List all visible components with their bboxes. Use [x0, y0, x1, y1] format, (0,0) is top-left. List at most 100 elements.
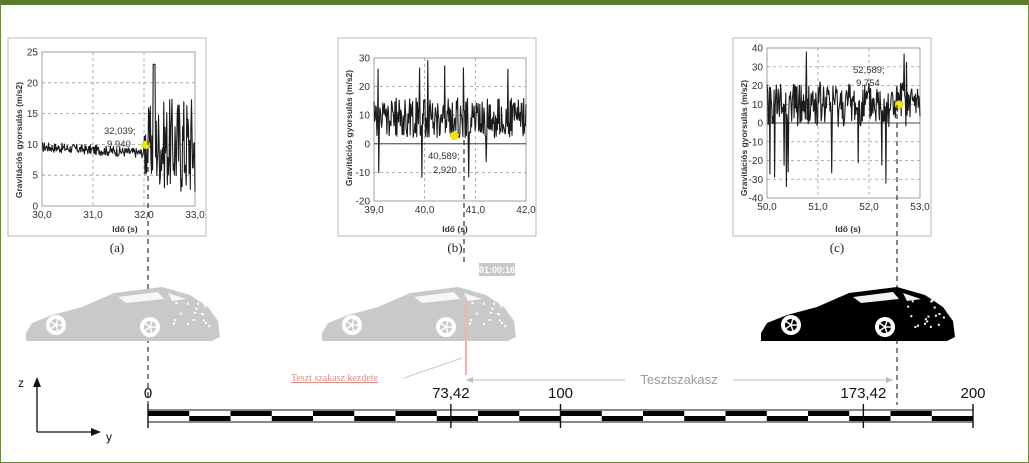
ruler-segment: [849, 416, 891, 421]
x-tick-label: 53,0: [910, 202, 930, 213]
car-noise: [497, 313, 500, 316]
y-tick-label: 0: [32, 202, 38, 213]
ruler-segment: [725, 411, 767, 416]
ruler-segment: [354, 416, 396, 421]
car-wheel-spoke: [790, 324, 795, 334]
x-tick-label: 33,0: [185, 210, 205, 221]
chart-panel-a: 0 5 10 15 20 25 30,0 31,0 32,0 33,0 Gravitációs g…: [7, 37, 207, 255]
panel-c-xlabel: Idő (s): [835, 224, 861, 234]
x-tick-label: 41,0: [466, 205, 486, 216]
car-wheel-spoke: [884, 326, 889, 336]
x-tick-label: 51,0: [808, 202, 828, 213]
ruler-segment: [478, 411, 520, 416]
panel-c-annotation-line1: 52,589;: [853, 65, 885, 76]
car-noise: [930, 300, 933, 303]
car-noise: [202, 319, 205, 322]
car-noise: [927, 315, 930, 318]
car-noise: [470, 319, 473, 322]
car-noise: [929, 325, 932, 328]
panel-a-annotation-line1: 32,039;: [104, 126, 136, 137]
panel-b-annotation-line2: 2,920: [433, 165, 457, 176]
ruler-segment: [148, 411, 190, 416]
ruler-label: 73,42: [432, 385, 470, 402]
y-tick-label: 5: [32, 171, 38, 182]
car-noise: [504, 325, 507, 328]
y-tick-label: 30: [752, 62, 764, 73]
car-faded-left: [26, 287, 220, 341]
panel-a-xlabel: Idő (s): [112, 224, 138, 234]
car-wheel-spoke: [438, 321, 447, 328]
panel-b-ylabel: Gravitációs gyorsulás (m/s2): [344, 70, 354, 186]
car-wheel-spoke: [877, 326, 886, 333]
car-wheel-spoke: [142, 326, 151, 333]
ruler-segment: [395, 411, 437, 416]
car-wheel-spoke: [783, 319, 792, 326]
car-noise: [493, 302, 496, 305]
timestamp-text: 01:00:16: [479, 265, 515, 275]
ruler-label: 173,42: [840, 385, 886, 402]
ruler-segment: [601, 416, 643, 421]
y-tick-label: 20: [359, 82, 371, 93]
car-noise: [910, 315, 913, 318]
panel-a-annotation-line2: 9,940: [107, 139, 131, 150]
car-noise: [211, 311, 214, 314]
car-dark-right: [761, 287, 955, 341]
panel-c-letter: (c): [830, 240, 844, 255]
ruler-segment: [436, 416, 478, 421]
car-body: [322, 287, 516, 341]
panel-b-xlabel: Idő (s): [442, 224, 468, 234]
car-noise: [204, 305, 207, 308]
y-tick-label: 25: [27, 48, 39, 59]
test-section-label: Tesztszakasz: [640, 372, 717, 387]
car-noise: [907, 305, 910, 308]
ruler-segment: [766, 416, 808, 421]
y-tick-label: 15: [27, 109, 39, 120]
ruler-segment: [684, 416, 726, 421]
x-tick-label: 30,0: [32, 210, 52, 221]
car-window: [118, 292, 164, 303]
car-noise: [186, 323, 189, 326]
ruler-segment: [890, 411, 932, 416]
car-noise: [491, 307, 494, 310]
span-arrow-right: [886, 377, 893, 383]
panel-c-ylabel: Gravitációs gyorsulás (m/s2): [739, 80, 749, 196]
marker-point: [141, 140, 151, 150]
y-tick-label: 20: [752, 81, 764, 92]
start-label-pointer: [403, 357, 463, 379]
car-noise: [500, 305, 503, 308]
y-tick-label: -30: [749, 175, 764, 186]
car-wheel-spoke: [877, 321, 886, 328]
car-window: [168, 293, 186, 301]
car-noise: [186, 302, 189, 305]
panel-c-annotation-line2: 9,754: [856, 78, 880, 89]
car-wheel-spoke: [790, 316, 795, 326]
car-faded-middle: [322, 287, 516, 341]
car-window: [414, 292, 460, 303]
y-axis-arrow: [91, 428, 101, 436]
signal-trace: [766, 51, 921, 188]
car-noise: [914, 325, 917, 328]
car-noise: [942, 316, 945, 319]
marker-point: [894, 100, 904, 110]
signal-trace: [373, 60, 527, 178]
y-tick-label: 40: [752, 44, 764, 55]
car-wheel-spoke: [445, 326, 450, 336]
car-window: [853, 292, 899, 303]
car-noise: [926, 320, 929, 323]
car-noise: [488, 319, 491, 321]
chart-panel-c: -40 -30 -20 -10 0 10 20 30 40 50,0 51,0 52,0 53,0 Gr…: [732, 37, 932, 255]
car-noise: [193, 312, 196, 314]
span-label-bg: [625, 372, 733, 386]
ruler-segment: [313, 411, 355, 416]
distance-ruler: 0 73,42 100 173,42 200: [144, 385, 986, 428]
signal-trace: [41, 63, 196, 192]
car-noise: [179, 312, 182, 315]
car-wheel-spoke: [55, 316, 60, 326]
ruler-segment: [519, 416, 561, 421]
ruler-label: 200: [960, 385, 985, 402]
z-axis-label: z: [18, 376, 24, 390]
y-tick-label: 20: [27, 78, 39, 89]
car-noise: [469, 322, 472, 325]
y-tick-label: 10: [752, 100, 764, 111]
